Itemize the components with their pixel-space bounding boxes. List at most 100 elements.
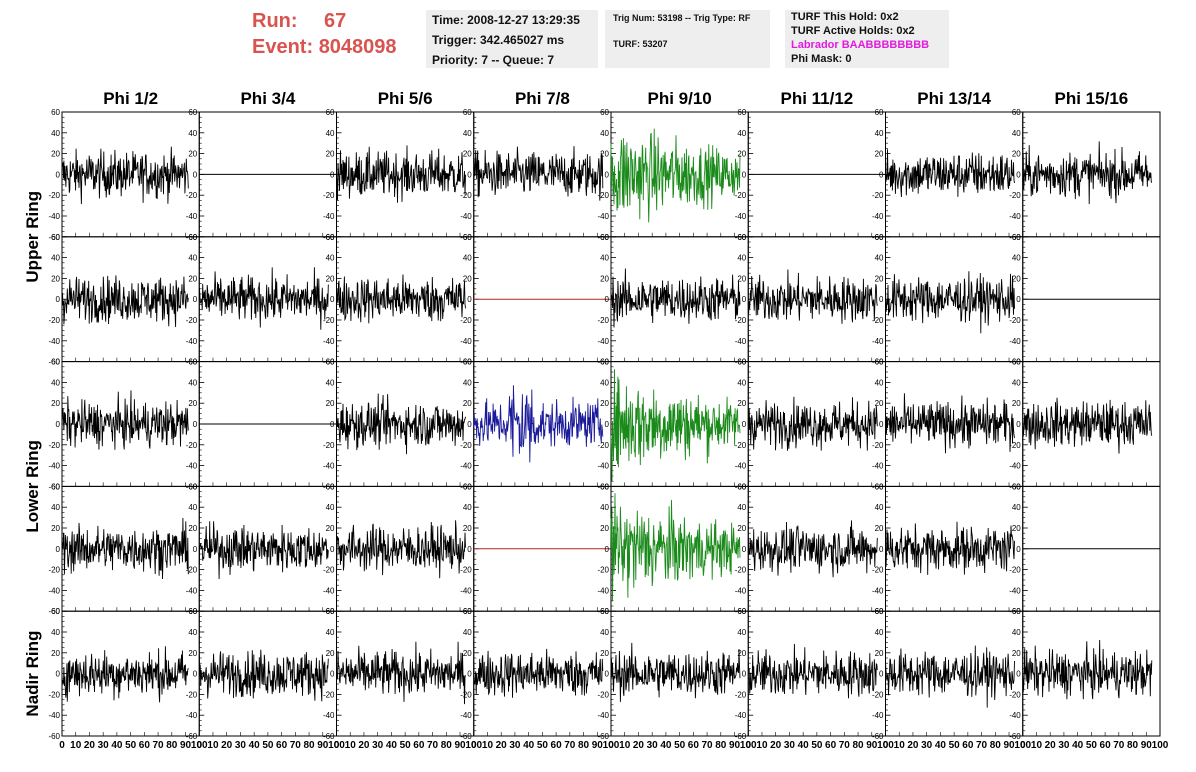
y-tick-label: -20 [323,441,335,450]
trig-num-type: Trig Num: 53198 -- Trig Type: RF [613,13,751,23]
y-tick-label: -40 [323,212,335,221]
x-tick-label: 60 [276,740,288,751]
y-tick-label: -60 [597,358,609,367]
y-tick-label: -40 [872,586,884,595]
y-tick-label: 40 [875,628,884,637]
y-tick-label: 40 [600,129,609,138]
x-tick-label: 90 [1141,740,1153,751]
x-tick-label: 50 [1086,740,1098,751]
y-tick-label: 60 [737,358,746,367]
y-tick-label: 60 [1012,108,1021,117]
y-tick-label: 40 [875,378,884,387]
x-tick-label: 50 [537,740,549,751]
x-tick-label: 0 [1020,740,1026,751]
column-header: Phi 13/14 [917,89,991,108]
y-tick-label: -40 [323,462,335,471]
y-tick-label: -60 [48,607,60,616]
y-tick-label: -60 [460,358,472,367]
x-tick-label: 50 [400,740,412,751]
x-tick-label: 60 [688,740,700,751]
turf-this-hold: TURF This Hold: 0x2 [791,11,899,23]
y-tick-label: 20 [326,274,335,283]
x-tick-label: 20 [221,740,233,751]
waveform-trace [61,646,189,703]
time-info-box: Time: 2008-12-27 13:29:35 Trigger: 342.4… [426,10,598,68]
y-tick-label: -60 [1009,732,1021,741]
y-tick-label: -40 [1009,337,1021,346]
y-tick-label: 60 [51,607,60,616]
y-tick-label: 60 [737,607,746,616]
y-tick-label: -20 [323,566,335,575]
y-tick-label: 40 [600,378,609,387]
y-tick-label: 60 [326,607,335,616]
y-tick-label: 40 [51,129,60,138]
waveform-trace [885,393,1015,454]
x-tick-label: 70 [427,740,439,751]
y-tick-label: 0 [605,545,610,554]
y-tick-label: -20 [460,441,472,450]
y-tick-label: 60 [463,358,472,367]
y-tick-label: 0 [330,295,335,304]
x-tick-label: 20 [907,740,919,751]
y-tick-label: -40 [323,711,335,720]
y-tick-label: 0 [193,670,198,679]
y-tick-label: -40 [48,462,60,471]
x-tick-label: 20 [84,740,96,751]
x-tick-label: 80 [852,740,864,751]
y-tick-label: 0 [742,170,747,179]
y-tick-label: -20 [872,566,884,575]
y-tick-label: 40 [188,129,197,138]
y-tick-label: 60 [463,482,472,491]
y-tick-label: -60 [735,358,747,367]
y-tick-label: -40 [323,586,335,595]
column-header: Phi 11/12 [780,89,853,108]
y-tick-label: -40 [48,212,60,221]
y-tick-label: 20 [600,649,609,658]
waveform-trace [198,267,329,330]
y-tick-label: 0 [330,420,335,429]
y-tick-label: 60 [1012,358,1021,367]
y-tick-label: 40 [51,254,60,263]
y-tick-label: 0 [1016,295,1021,304]
x-tick-label: 70 [976,740,988,751]
waveform-trace [473,146,604,201]
x-tick-label: 30 [647,740,659,751]
run-label: Run: [252,10,298,32]
y-tick-label: -60 [597,482,609,491]
y-tick-label: 20 [188,649,197,658]
y-tick-label: 0 [193,420,198,429]
x-tick-label: 90 [317,740,329,751]
y-tick-label: 40 [600,628,609,637]
y-tick-label: 60 [1012,233,1021,242]
y-tick-label: 60 [875,108,884,117]
y-tick-label: -60 [1009,482,1021,491]
y-tick-label: 60 [875,482,884,491]
y-tick-label: -20 [186,566,198,575]
y-tick-label: -40 [48,586,60,595]
y-tick-label: 60 [188,108,197,117]
waveform-trace [336,393,466,455]
waveform-trace [747,520,878,578]
y-tick-label: 40 [600,503,609,512]
y-tick-label: 40 [737,129,746,138]
labrador-status: Labrador BAABBBBBBBB [791,39,930,51]
y-tick-label: -60 [186,732,198,741]
y-tick-label: -20 [48,566,60,575]
event-value: 8048098 [318,36,397,58]
y-tick-label: 0 [467,295,472,304]
y-tick-label: 20 [188,524,197,533]
y-tick-label: 60 [463,108,472,117]
x-tick-label: 100 [877,740,894,751]
x-tick-label: 90 [180,740,192,751]
x-tick-label: 0 [883,740,889,751]
waveform-trace [473,648,604,698]
waveform-trace [747,643,878,699]
y-tick-label: 0 [742,420,747,429]
y-tick-label: 20 [875,150,884,159]
y-tick-label: 20 [600,274,609,283]
x-tick-label: 10 [207,740,219,751]
waveform-trace [610,369,741,482]
event-label: Event: [252,36,314,58]
waveform-trace [61,390,189,450]
x-tick-label: 80 [990,740,1002,751]
